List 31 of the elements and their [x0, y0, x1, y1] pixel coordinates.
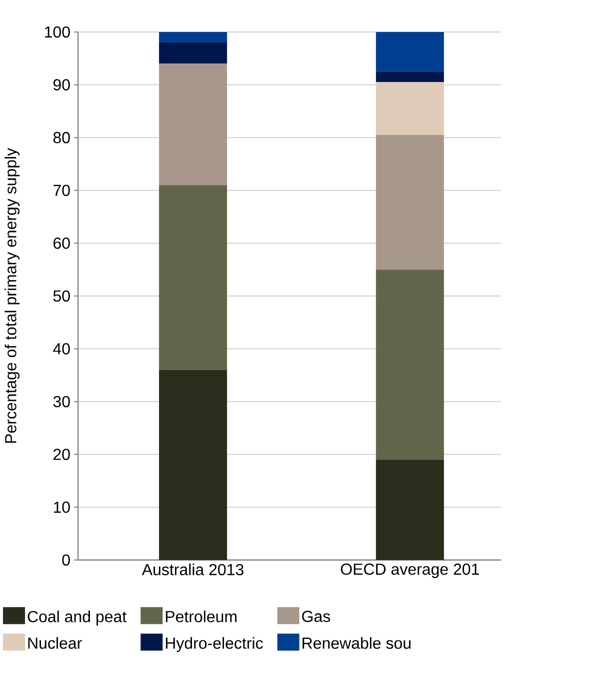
- y-tick-label: 70: [54, 184, 70, 196]
- y-tick-label: 90: [53, 79, 70, 90]
- bar: [376, 460, 444, 560]
- x-tick-label: OECD average 201: [340, 564, 479, 578]
- legend-label: Gas: [302, 610, 330, 622]
- legend-label: Petroleum: [166, 610, 236, 622]
- bar: [376, 72, 444, 82]
- y-tick-label: 100: [45, 26, 70, 38]
- y-tick-label: 20: [54, 448, 70, 460]
- bar: [376, 134, 444, 270]
- y-tick-label: 50: [53, 290, 70, 302]
- legend-label: Nuclear: [28, 637, 82, 649]
- y-tick-label: 40: [53, 343, 70, 354]
- y-tick-label: 30: [53, 396, 70, 408]
- bar: [159, 185, 228, 370]
- y-axis-title: Percentage of total primary energy supply: [4, 148, 20, 443]
- legend-label: Renewable sou: [302, 637, 411, 649]
- legend-label: Hydro-electric: [166, 637, 263, 652]
- bar: [376, 82, 444, 135]
- bar: [376, 32, 444, 72]
- x-tick-label: Australia 2013: [142, 564, 244, 576]
- bar: [159, 42, 228, 64]
- y-tick-label: 80: [53, 132, 70, 144]
- legend-label: Coal and peat: [28, 610, 126, 626]
- bar: [376, 270, 444, 460]
- y-tick-label: 10: [54, 502, 70, 513]
- bar: [159, 64, 228, 186]
- bar: [159, 370, 228, 560]
- y-tick-label: 60: [54, 238, 70, 249]
- bar: [159, 32, 228, 43]
- y-tick-label: 0: [62, 554, 70, 566]
